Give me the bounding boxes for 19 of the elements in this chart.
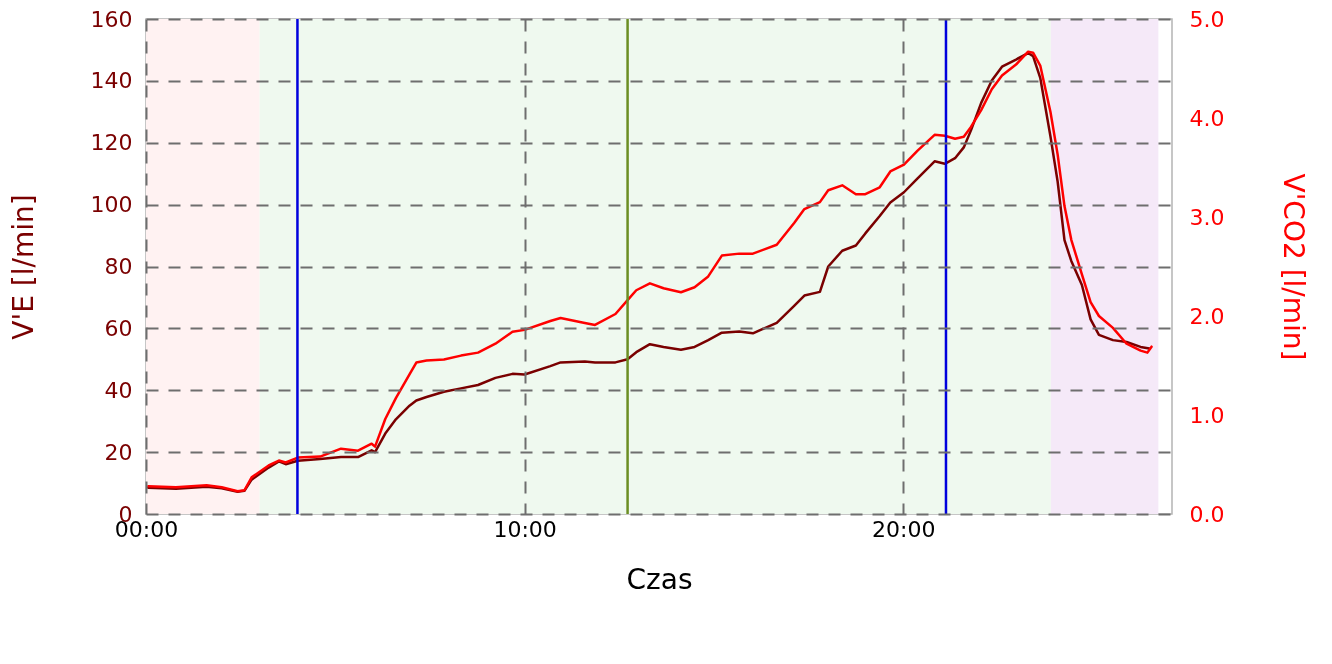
y2-tick-label: 5.0: [1189, 6, 1225, 32]
x-axis-title: Czas: [626, 562, 693, 596]
y-tick-label: 60: [104, 315, 133, 341]
y-tick-label: 40: [104, 377, 133, 403]
y-tick-label: 80: [104, 254, 133, 279]
y2-tick-label: 2.0: [1189, 303, 1225, 329]
y-tick-label: 160: [90, 6, 133, 32]
y-tick-label: 100: [90, 192, 133, 218]
y-tick-label: 120: [90, 130, 133, 156]
y-tick-label: 140: [90, 68, 133, 94]
x-tick-label: 10:00: [493, 516, 557, 542]
y2-tick-label: 1.0: [1189, 402, 1225, 428]
y2-axis-title: V'CO2 [l/min]: [1277, 173, 1311, 361]
y2-tick-label: 0.0: [1189, 501, 1225, 527]
y-tick-label: 20: [104, 439, 133, 465]
y-axis-title: V'E [l/min]: [6, 194, 40, 340]
x-tick-label: 20:00: [871, 516, 936, 542]
y2-tick-label: 3.0: [1189, 204, 1225, 230]
y2-tick-label: 4.0: [1189, 105, 1225, 131]
